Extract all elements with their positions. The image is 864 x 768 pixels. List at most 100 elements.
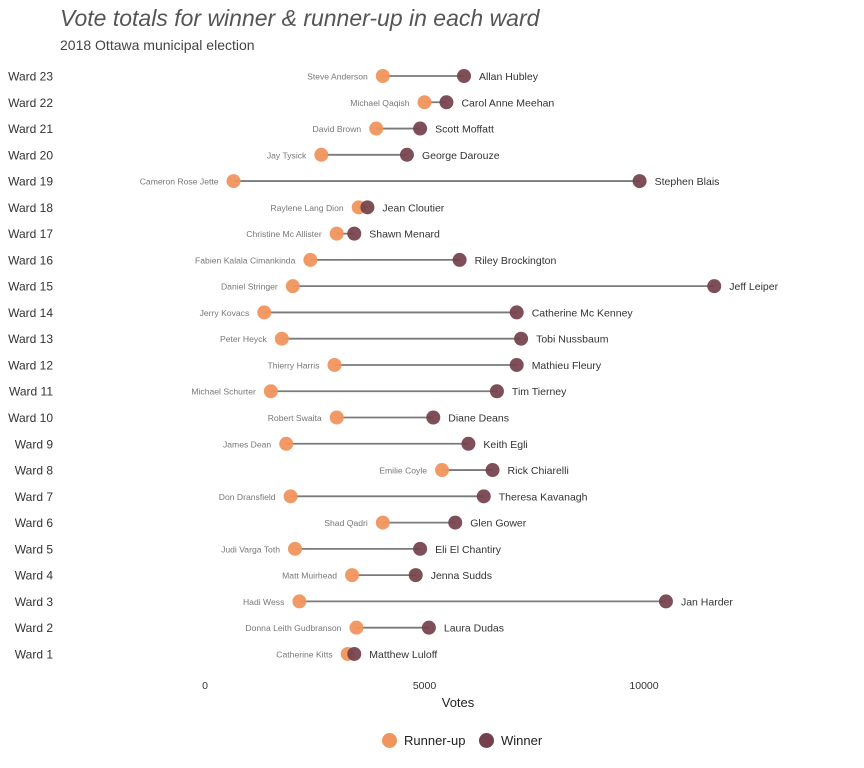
ward-row: Ward 3 Hadi Wess Jan Harder [15,594,733,609]
ward-label: Ward 22 [8,96,53,110]
winner-point [485,463,500,478]
runner-up-name-label: Cameron Rose Jette [140,177,219,187]
runner-up-name-label: Raylene Lang Dion [271,203,344,213]
winner-name-label: Keith Egli [483,439,527,451]
winner-point [413,121,428,136]
chart-title: Vote totals for winner & runner-up in ea… [60,5,540,31]
ward-label: Ward 12 [8,358,53,372]
ward-label: Ward 20 [8,148,53,162]
ward-label: Ward 10 [8,411,53,425]
ward-row: Ward 19 Cameron Rose Jette Stephen Blais [8,174,719,189]
ward-label: Ward 23 [8,70,53,84]
ward-label: Ward 13 [8,332,53,346]
runner-up-point [285,279,300,294]
runner-up-name-label: Don Dransfield [219,492,276,502]
ward-row: Ward 14 Jerry Kovacs Catherine Mc Kenney [8,305,633,320]
winner-point [439,95,454,110]
x-tick-label: 10000 [629,680,658,692]
runner-up-point [375,515,390,530]
winner-name-label: Jeff Leiper [729,281,778,293]
runner-up-point [283,489,298,504]
ward-row: Ward 2 Donna Leith Gudbranson Laura Dudas [15,620,504,635]
runner-up-point [375,69,390,83]
winner-point [461,436,476,451]
winner-name-label: Eli El Chantiry [435,544,502,556]
ward-label: Ward 16 [8,253,53,267]
winner-point [489,384,504,399]
ward-row: Ward 8 Emilie Coyle Rick Chiarelli [15,463,569,478]
runner-up-name-label: Emilie Coyle [379,466,427,476]
ward-row: Ward 18 Raylene Lang Dion Jean Cloutier [8,200,445,215]
runner-up-point [303,252,318,267]
ward-label: Ward 9 [15,437,54,451]
ward-row: Ward 17 Christine Mc Allister Shawn Menard [8,226,440,241]
winner-name-label: Glen Gower [470,518,527,530]
winner-point [426,410,441,425]
ward-label: Ward 14 [8,306,53,320]
chart-subtitle: 2018 Ottawa municipal election [60,37,255,53]
legend-label-runner-up: Runner-up [404,733,466,748]
winner-name-label: Carol Anne Meehan [461,97,554,109]
runner-up-point [417,95,432,110]
ward-label: Ward 4 [15,569,54,583]
runner-up-name-label: Shad Qadri [324,518,368,528]
ward-row: Ward 22 Michael Qaqish Carol Anne Meehan [8,95,554,110]
winner-name-label: Jean Cloutier [382,202,444,214]
winner-point [347,646,362,661]
runner-up-name-label: Christine Mc Allister [246,229,322,239]
runner-up-name-label: Michael Qaqish [350,98,409,108]
winner-point [658,594,673,609]
winner-point [408,568,423,583]
ward-label: Ward 21 [8,122,53,136]
runner-up-point [349,620,364,635]
runner-up-name-label: David Brown [312,124,361,134]
runner-up-point [369,121,384,136]
ward-label: Ward 18 [8,201,53,215]
winner-name-label: Diane Deans [448,413,509,425]
runner-up-name-label: Steve Anderson [307,72,368,82]
runner-up-point [292,594,307,609]
runner-up-name-label: Peter Heyck [220,334,268,344]
runner-up-point [257,305,272,320]
ward-row: Ward 10 Robert Swaita Diane Deans [8,410,509,425]
runner-up-name-label: Hadi Wess [243,597,284,607]
runner-up-name-label: Daniel Stringer [221,282,278,292]
ward-row: Ward 1 Catherine Kitts Matthew Luloff [15,646,437,661]
ward-label: Ward 6 [15,516,54,530]
winner-point [509,305,524,320]
winner-name-label: Matthew Luloff [369,649,437,661]
runner-up-point [274,331,289,346]
ward-row: Ward 4 Matt Muirhead Jenna Sudds [15,568,492,583]
winner-name-label: Laura Dudas [444,623,504,635]
winner-name-label: Stephen Blais [655,176,720,188]
winner-point [421,620,436,635]
winner-name-label: Rick Chiarelli [508,465,569,477]
runner-up-name-label: Jerry Kovacs [200,308,250,318]
runner-up-point [263,384,278,399]
winner-name-label: Scott Moffatt [435,124,494,136]
winner-point [413,541,428,556]
winner-name-label: Mathieu Fleury [532,360,602,372]
x-tick-label: 5000 [413,680,437,692]
winner-name-label: Jan Harder [681,596,733,608]
ward-label: Ward 1 [15,647,54,661]
legend-label-winner: Winner [501,733,543,748]
winner-point [707,279,722,294]
ward-row: Ward 12 Thierry Harris Mathieu Fleury [8,357,602,372]
runner-up-name-label: Catherine Kitts [276,649,332,659]
ward-label: Ward 5 [15,542,54,556]
runner-up-name-label: James Dean [223,439,271,449]
winner-name-label: Tobi Nussbaum [536,334,609,346]
runner-up-name-label: Judi Varga Toth [221,544,280,554]
runner-up-point [226,174,241,189]
winner-point [452,252,467,267]
winner-dot-icon [479,733,494,748]
runner-up-point [314,147,329,162]
ward-label: Ward 11 [9,385,53,399]
ward-row: Ward 7 Don Dransfield Theresa Kavanagh [15,489,588,504]
ward-label: Ward 19 [8,175,53,189]
runner-up-point [345,568,360,583]
ward-row: Ward 15 Daniel Stringer Jeff Leiper [8,279,779,294]
runner-up-name-label: Jay Tysick [267,150,307,160]
runner-up-name-label: Donna Leith Gudbranson [245,623,341,633]
